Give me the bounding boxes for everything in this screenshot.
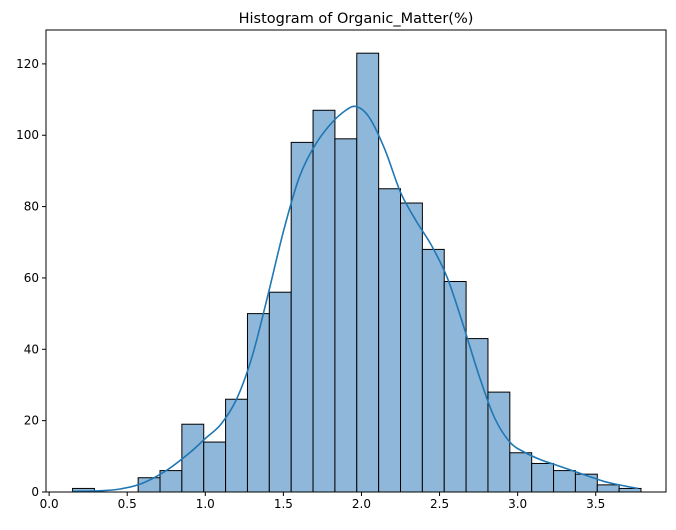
- histogram-bar: [312, 109, 336, 493]
- histogram-bar: [509, 452, 533, 493]
- histogram-bar: [246, 313, 270, 493]
- plot-frame: [45, 29, 667, 493]
- histogram-bar: [203, 441, 227, 493]
- axes-layer: 0.0 0.5 1.0 1.5 2.0 2.5 3.0 3.5 0 20 40 60 80 100 120: [16, 29, 667, 511]
- x-tick-label: 0.0: [40, 497, 59, 511]
- histogram-bar: [553, 470, 576, 493]
- x-tick-label: 1.5: [274, 497, 293, 511]
- histogram-bar: [268, 291, 292, 493]
- histogram-bar: [465, 338, 489, 493]
- histogram-bar: [487, 391, 511, 493]
- x-tick-label: 3.0: [508, 497, 527, 511]
- histogram-bar: [378, 188, 402, 493]
- histogram-bar: [334, 138, 358, 493]
- kde-layer: [72, 105, 639, 493]
- histogram-bar: [400, 202, 423, 493]
- histogram-bar: [159, 470, 183, 493]
- y-tick-label: 60: [24, 271, 39, 285]
- x-tick-label: 1.0: [196, 497, 215, 511]
- histogram-bar: [356, 52, 380, 493]
- y-tick-label: 20: [24, 414, 39, 428]
- x-tick-label: 2.0: [352, 497, 371, 511]
- histogram-bar: [531, 462, 555, 493]
- histogram-bar: [596, 484, 620, 493]
- histogram-bar: [574, 473, 598, 493]
- y-tick-label: 0: [31, 485, 39, 499]
- y-tick-label: 40: [24, 342, 39, 356]
- y-tick-label: 80: [24, 200, 39, 214]
- x-tick-label: 3.5: [586, 497, 605, 511]
- y-tick-label: 120: [16, 57, 39, 71]
- x-tick-label: 2.5: [430, 497, 449, 511]
- histogram-bar: [181, 423, 205, 493]
- kde-curve: [72, 105, 639, 493]
- histogram-bar: [443, 281, 467, 493]
- y-tick-label: 100: [16, 128, 39, 142]
- chart-title: Histogram of Organic_Matter(%): [239, 11, 474, 27]
- histogram-bar: [290, 141, 314, 493]
- x-tick-label: 0.5: [118, 497, 137, 511]
- histogram-bar: [421, 248, 445, 493]
- bars-layer: [72, 52, 642, 493]
